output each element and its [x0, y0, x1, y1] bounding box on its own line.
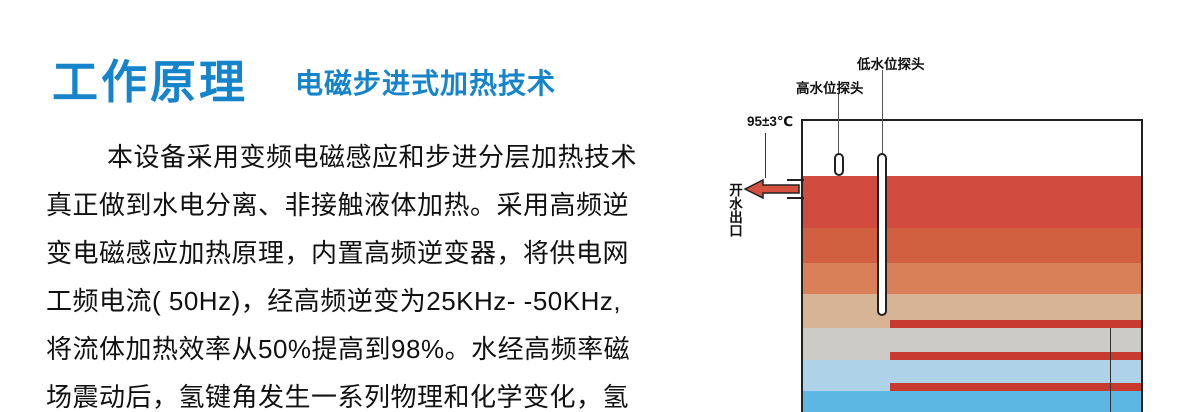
tank-layer-water-warm [803, 263, 1141, 294]
tank-layer-air-gap [803, 121, 1141, 176]
low-probe-pointer-line [882, 70, 883, 154]
bottom-right-pointer-line [1110, 328, 1111, 412]
heater-element-bar [890, 352, 1141, 360]
tank-layer-stack [803, 121, 1141, 412]
heater-element-bar [890, 383, 1141, 391]
paragraph-line: 场震动后，氢键角发生一系列物理和化学变化，氢 [46, 382, 630, 412]
paragraph-line: 变电磁感应加热原理，内置高频逆变器，将供电网 [46, 238, 630, 268]
tank-layer-water-hot-1 [803, 176, 1141, 228]
high-water-level-probe [834, 153, 844, 176]
description-paragraph: 本设备采用变频电磁感应和步进分层加热技术 真正做到水电分离、非接触液体加热。采用… [46, 133, 646, 412]
paragraph-line: 工频电流( 50Hz)，经高频逆变为25KHz- -50KHz, [46, 286, 622, 316]
water-tank [801, 119, 1143, 412]
paragraph-line: 将流体加热效率从50%提高到98%。水经高频率磁 [46, 334, 631, 364]
low-water-level-probe [877, 153, 887, 316]
outlet-label: 开水出口 [727, 183, 742, 237]
paragraph-line: 本设备采用变频电磁感应和步进分层加热技术 [107, 142, 638, 172]
outlet-pipe [787, 179, 804, 199]
temperature-label: 95±3℃ [747, 114, 794, 129]
tank-layer-water-cold-2 [803, 391, 1141, 412]
low-probe-label: 低水位探头 [857, 57, 925, 72]
left-arrow-icon [743, 178, 800, 200]
temperature-pointer-line [765, 133, 766, 178]
page-subtitle: 电磁步进式加热技术 [295, 68, 557, 99]
paragraph-line: 真正做到水电分离、非接触液体加热。采用高频逆 [46, 190, 630, 220]
high-probe-label: 高水位探头 [796, 81, 864, 96]
high-probe-pointer-line [838, 94, 839, 154]
outlet-flow-arrow [743, 178, 800, 200]
tank-layer-water-hot-2 [803, 228, 1141, 263]
heater-element-bar [890, 320, 1141, 328]
page-title: 工作原理 [52, 56, 248, 108]
